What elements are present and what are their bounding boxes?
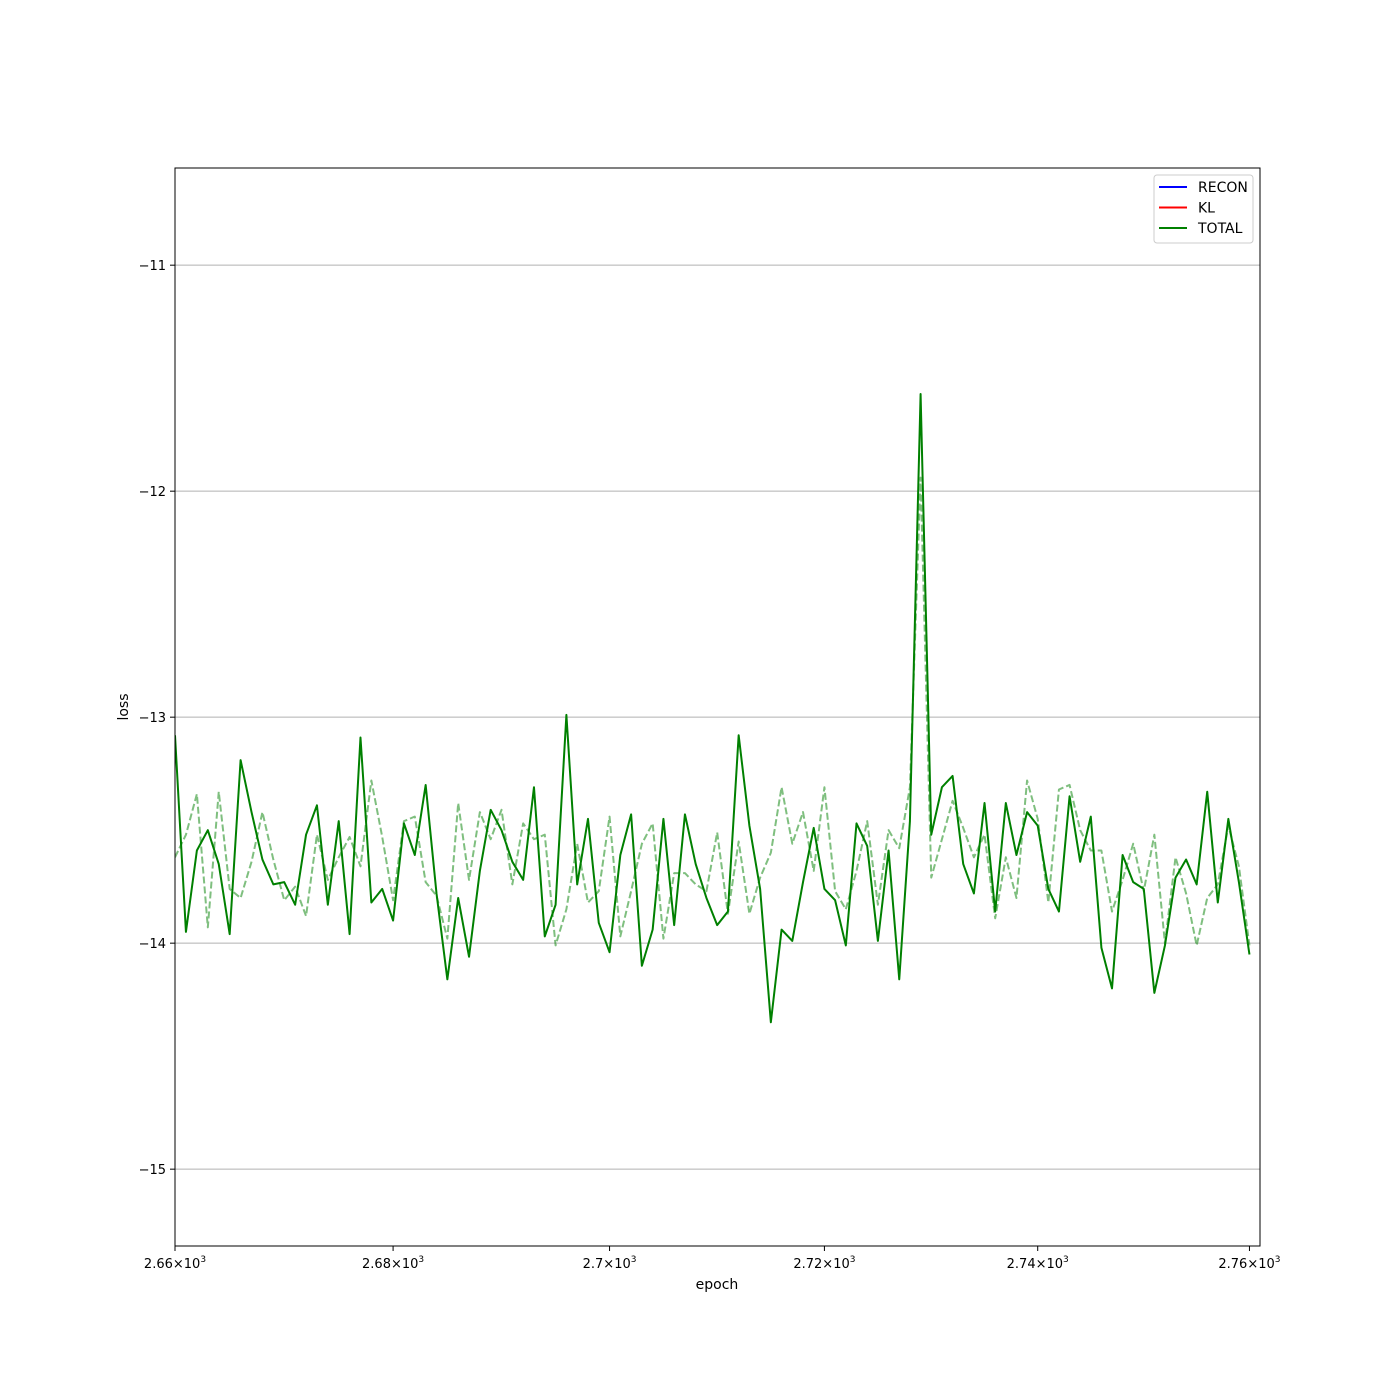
x-tick-base: 10 (614, 1257, 631, 1272)
y-tick-label: −13 (139, 711, 166, 726)
x-tick-label: 2.76×103 (1218, 1255, 1280, 1272)
x-tick-exponent: 3 (1275, 1255, 1281, 1265)
x-tick-exponent: 3 (850, 1255, 856, 1265)
x-axis-ticks: 2.66×103 2.68×103 2.7×103 2.72×103 2.74×103 2… (144, 1246, 1281, 1272)
x-tick-times: × (1036, 1257, 1047, 1272)
y-gridlines (175, 264, 1260, 1170)
series-line-total-dashed (175, 476, 1251, 947)
x-tick-exponent: 3 (200, 1255, 206, 1265)
plot-area (175, 168, 1260, 1246)
x-tick-exponent: 3 (1063, 1255, 1069, 1265)
x-tick-label: 2.72×103 (793, 1255, 855, 1272)
x-tick-mantissa: 2.74 (1007, 1257, 1036, 1272)
y-tick-label: −12 (139, 485, 166, 500)
x-tick-base: 10 (1047, 1257, 1064, 1272)
x-axis-title: epoch (696, 1277, 739, 1293)
x-tick-exponent: 3 (418, 1255, 424, 1265)
x-tick-base: 10 (402, 1257, 419, 1272)
legend-label-recon: RECON (1198, 180, 1248, 196)
legend-frame (1153, 174, 1254, 244)
x-tick-times: × (822, 1257, 833, 1272)
y-tick-label: −11 (139, 259, 166, 274)
x-tick-mantissa: 2.68 (362, 1257, 391, 1272)
x-tick-base: 10 (184, 1257, 201, 1272)
y-axis-title: loss (116, 693, 132, 720)
x-tick-times: × (1247, 1257, 1258, 1272)
legend-label-kl: KL (1198, 201, 1215, 217)
y-tick-label: −14 (139, 937, 166, 952)
legend-label-total: TOTAL (1197, 221, 1243, 237)
x-tick-label: 2.68×103 (362, 1255, 424, 1272)
y-tick-label: −15 (139, 1163, 166, 1178)
x-tick-label: 2.74×103 (1007, 1255, 1069, 1272)
x-tick-label: 2.66×103 (144, 1255, 206, 1272)
x-tick-label: 2.7×103 (583, 1255, 637, 1272)
x-tick-times: × (391, 1257, 402, 1272)
x-tick-exponent: 3 (631, 1255, 637, 1265)
x-tick-base: 10 (1258, 1257, 1275, 1272)
x-tick-mantissa: 2.7 (583, 1257, 604, 1272)
x-tick-mantissa: 2.72 (793, 1257, 822, 1272)
legend: RECON KL TOTAL (1153, 174, 1254, 244)
x-tick-mantissa: 2.66 (144, 1257, 173, 1272)
plot-frame (174, 167, 1261, 1247)
x-tick-times: × (603, 1257, 614, 1272)
x-tick-times: × (173, 1257, 184, 1272)
series-layer (175, 393, 1251, 1024)
series-line-total (175, 393, 1251, 1024)
y-axis-ticks: −11 −12 −13 −14 −15 (139, 259, 175, 1178)
x-tick-base: 10 (833, 1257, 850, 1272)
x-tick-mantissa: 2.76 (1218, 1257, 1247, 1272)
